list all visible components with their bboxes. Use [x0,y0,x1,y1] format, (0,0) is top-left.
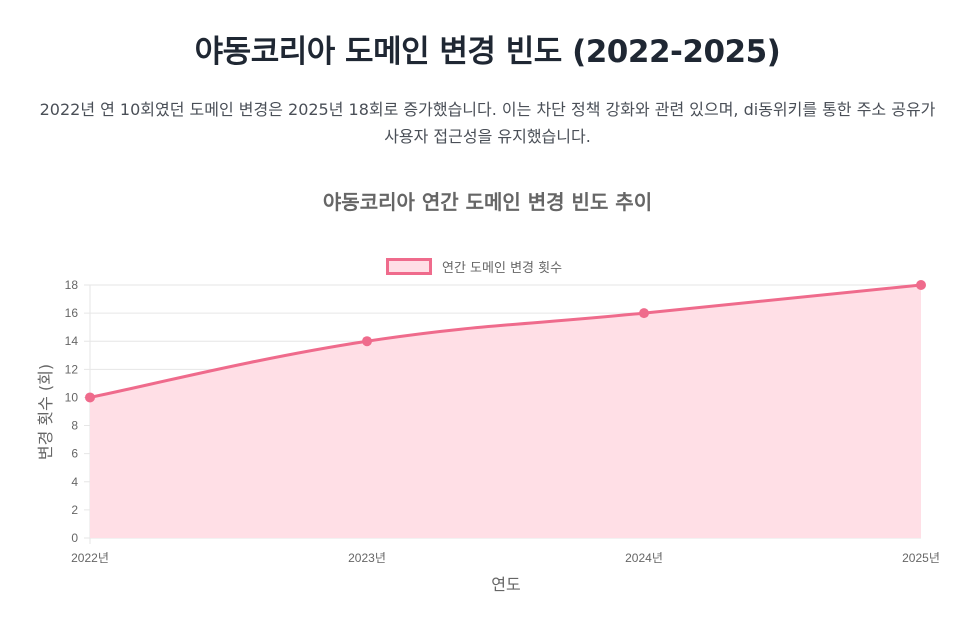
page-description: 2022년 연 10회였던 도메인 변경은 2025년 18회로 증가했습니다.… [39,100,936,146]
data-point[interactable] [639,308,649,319]
y-tick-label: 6 [71,447,78,461]
y-tick-label: 0 [71,531,78,545]
y-tick-label: 16 [65,306,79,320]
x-axis-ticks: 2022년 2023년 2024년 2025년 [71,551,940,565]
y-tick-label: 2 [71,503,78,517]
area-fill [90,285,921,538]
legend-swatch-icon [386,257,432,275]
x-tick-label: 2022년 [71,551,109,565]
y-tick-label: 8 [71,419,78,433]
x-tick-label: 2025년 [902,551,940,565]
y-tick-label: 10 [65,390,79,404]
data-points [85,280,926,403]
data-point[interactable] [85,392,95,403]
y-tick-label: 12 [65,362,79,376]
legend-label: 연간 도메인 변경 횟수 [442,260,563,276]
y-tick-label: 4 [71,475,78,489]
y-axis-label: 변경 횟수 (회) [36,363,55,461]
chart-title: 야동코리아 연간 도메인 변경 빈도 추이 [322,190,653,214]
x-axis-label: 연도 [491,575,521,594]
y-axis-ticks: 0 2 4 6 8 10 12 14 16 18 [65,278,79,545]
data-line [89,283,922,399]
page-title: 야동코리아 도메인 변경 빈도 (2022-2025) [194,34,781,70]
chart-legend[interactable]: 연간 도메인 변경 횟수 [386,256,562,276]
x-tick-label: 2023년 [348,551,386,565]
data-point[interactable] [916,280,926,290]
data-point[interactable] [362,336,372,347]
x-tick-label: 2024년 [625,551,663,565]
y-tick-label: 14 [65,334,79,348]
y-tick-label: 18 [65,278,79,292]
